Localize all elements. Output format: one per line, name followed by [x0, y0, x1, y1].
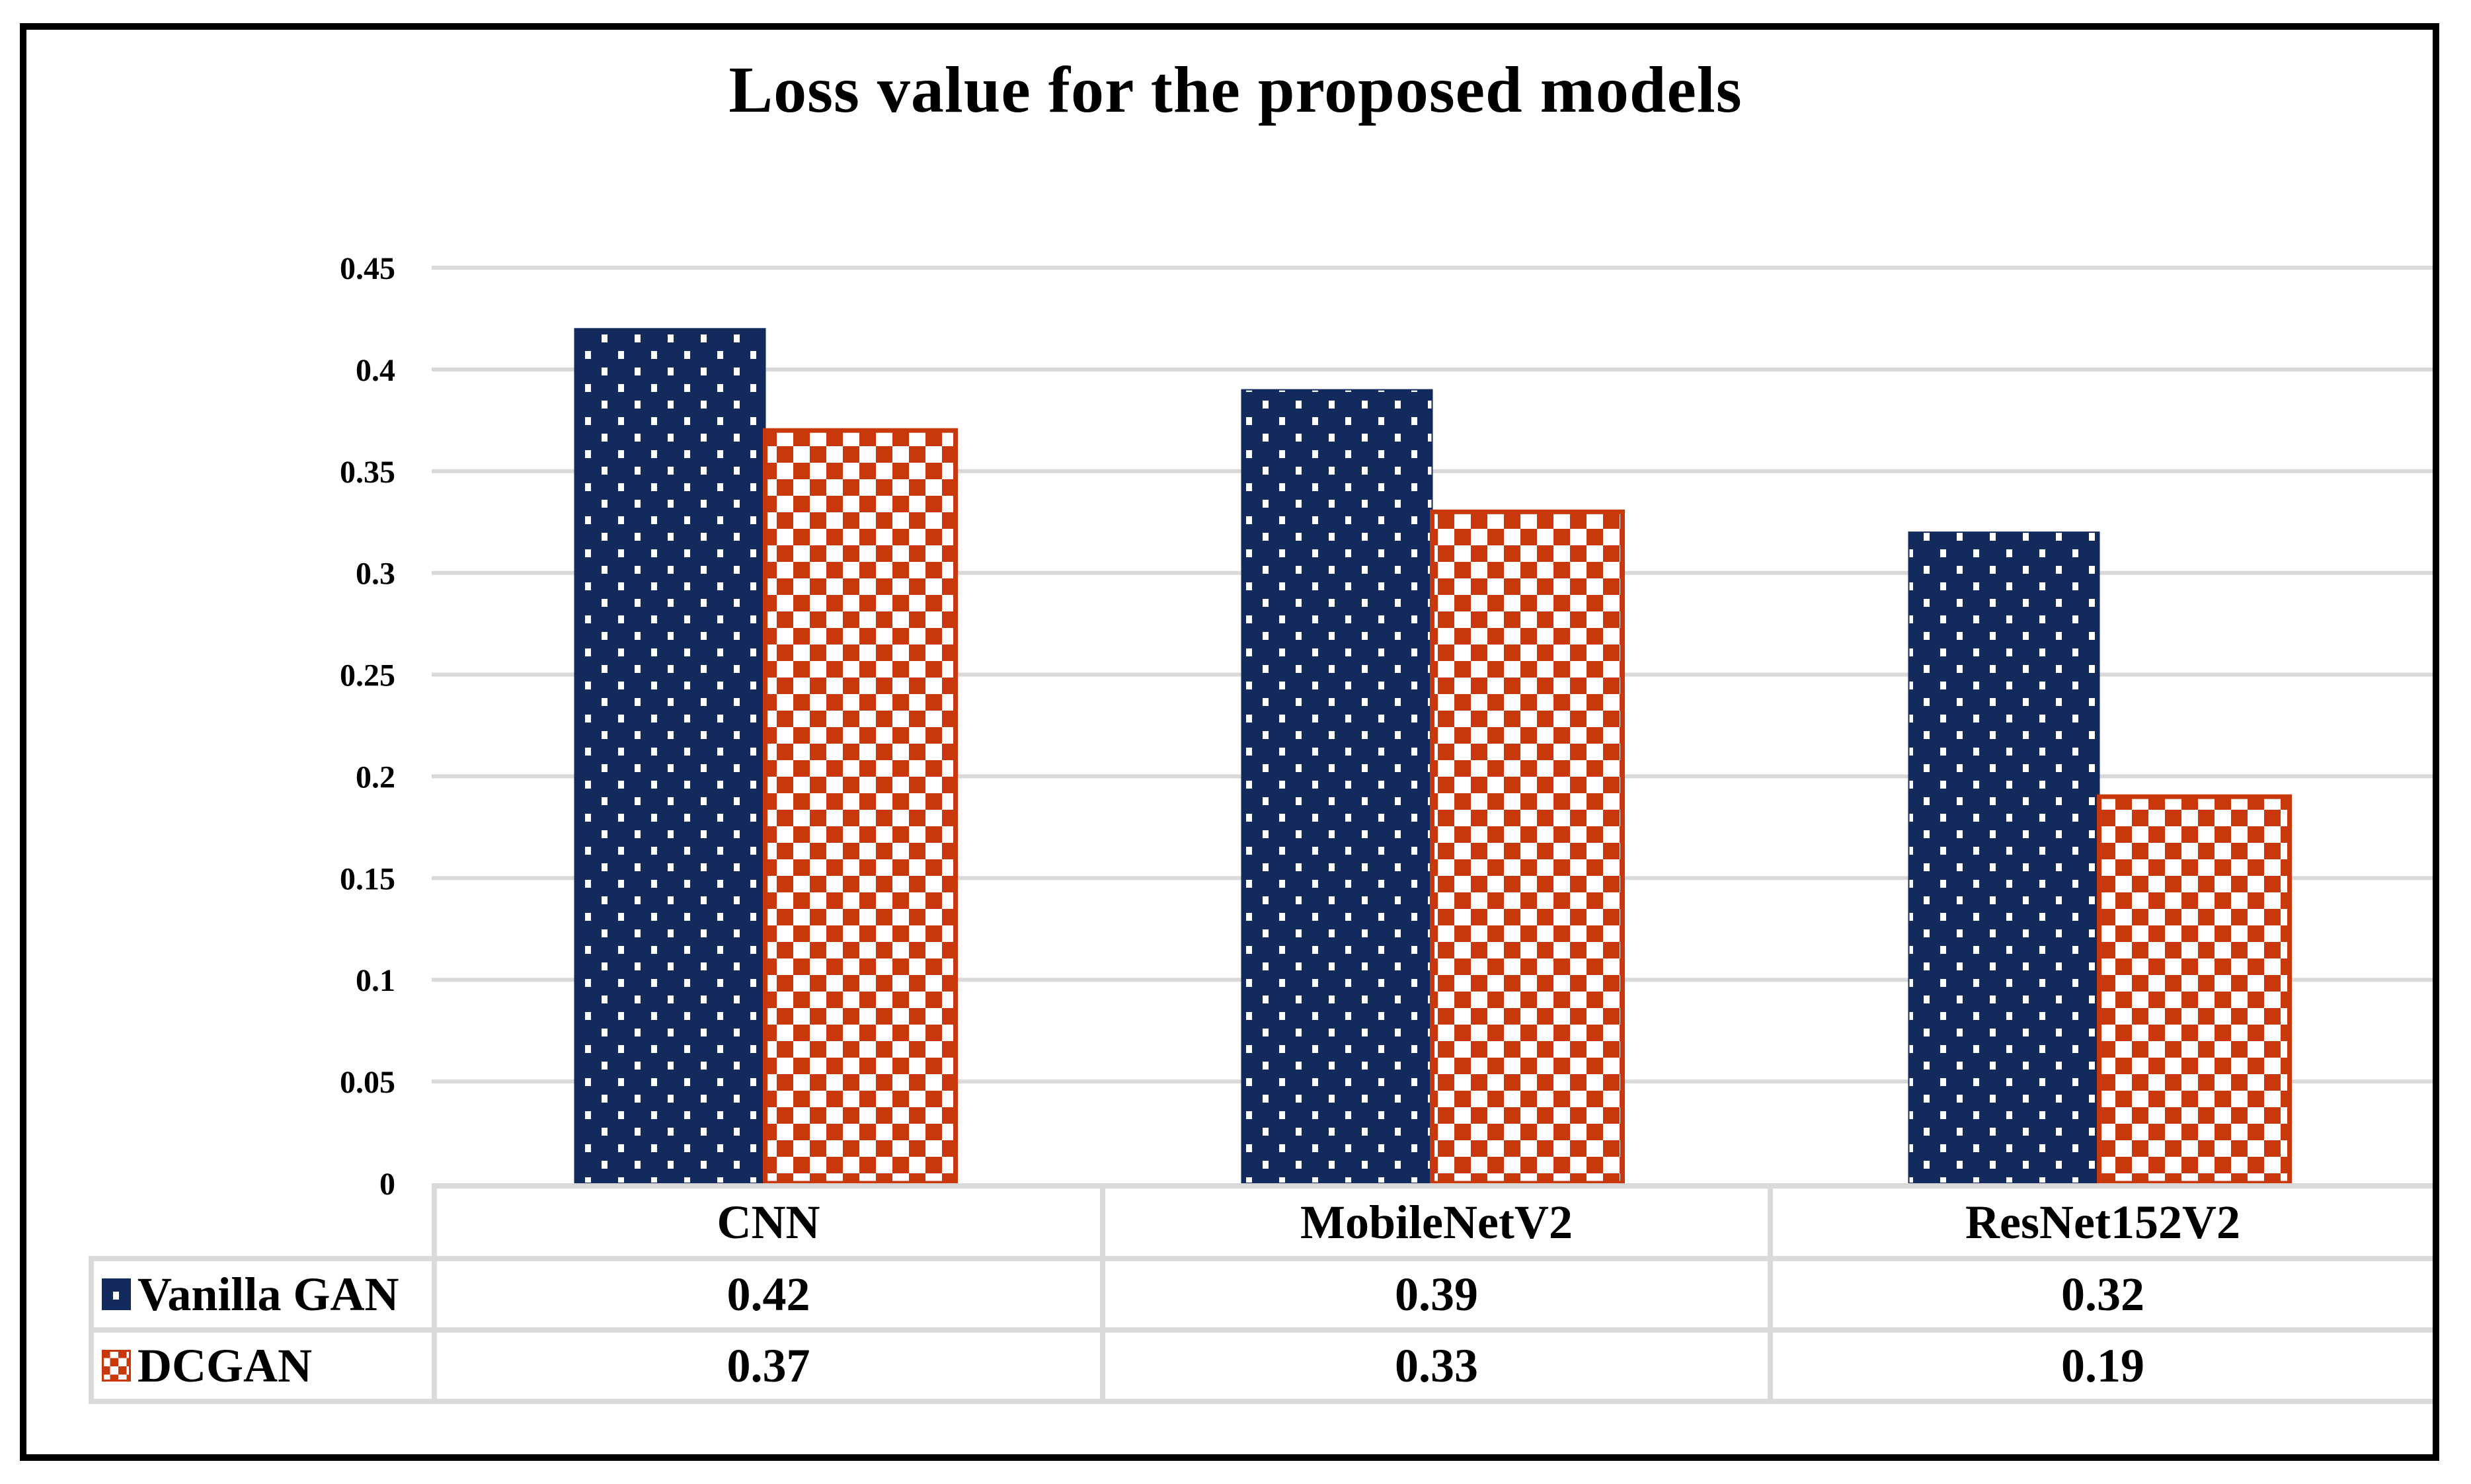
chart-title: Loss value for the proposed models [728, 53, 1743, 126]
table-row-dcgan: DCGAN 0.37 0.33 0.19 [89, 1333, 2433, 1404]
y-tick-label: 0.35 [340, 455, 395, 490]
table-value-cell-dcgan-mobilenetv2: 0.33 [1100, 1333, 1768, 1399]
table-value-cell-vanilla-gan-mobilenetv2: 0.39 [1100, 1261, 1768, 1327]
table-header-row: CNN MobileNetV2 ResNet152V2 [432, 1183, 2433, 1256]
legend-label-dcgan: DCGAN [137, 1339, 312, 1392]
table-value-cell-dcgan-resnet152v2: 0.19 [1768, 1333, 2433, 1399]
table-header-cell-resnet152v2: ResNet152V2 [1768, 1189, 2433, 1256]
bar-dcgan-resnet152v2 [2097, 794, 2292, 1186]
legend-label-vanilla-gan: Vanilla GAN [137, 1267, 399, 1321]
table-value-cell-vanilla-gan-cnn: 0.42 [432, 1261, 1100, 1327]
y-tick-label: 0.3 [356, 557, 395, 592]
legend-cell-vanilla-gan: Vanilla GAN [89, 1261, 432, 1327]
chart-border-frame [20, 23, 2439, 1461]
y-tick-label: 0.45 [340, 251, 395, 286]
y-tick-label: 0 [379, 1167, 395, 1202]
y-tick-label: 0.25 [340, 658, 395, 693]
bar-dcgan-mobilenetv2 [1430, 509, 1625, 1186]
table-value-cell-vanilla-gan-resnet152v2: 0.32 [1768, 1261, 2433, 1327]
bar-vanilla-gan-mobilenetv2 [1241, 389, 1433, 1185]
bar-vanilla-gan-cnn [574, 328, 766, 1184]
gridline [432, 367, 2433, 371]
y-tick-label: 0.1 [356, 963, 395, 998]
legend-swatch-dcgan [102, 1350, 131, 1382]
table-header-cell-mobilenetv2: MobileNetV2 [1100, 1189, 1768, 1256]
y-tick-label: 0.4 [356, 353, 395, 388]
bar-dcgan-cnn [763, 428, 958, 1186]
table-header-cell-cnn: CNN [432, 1189, 1100, 1256]
y-tick-label: 0.05 [340, 1065, 395, 1100]
y-tick-label: 0.15 [340, 861, 395, 896]
table-row-vanilla-gan: Vanilla GAN 0.42 0.39 0.32 [89, 1256, 2433, 1333]
y-tick-label: 0.2 [356, 760, 395, 795]
legend-swatch-vanilla-gan [102, 1278, 131, 1310]
gridline [432, 266, 2433, 270]
legend-cell-dcgan: DCGAN [89, 1333, 432, 1399]
table-value-cell-dcgan-cnn: 0.37 [432, 1333, 1100, 1399]
bar-vanilla-gan-resnet152v2 [1908, 531, 2100, 1184]
